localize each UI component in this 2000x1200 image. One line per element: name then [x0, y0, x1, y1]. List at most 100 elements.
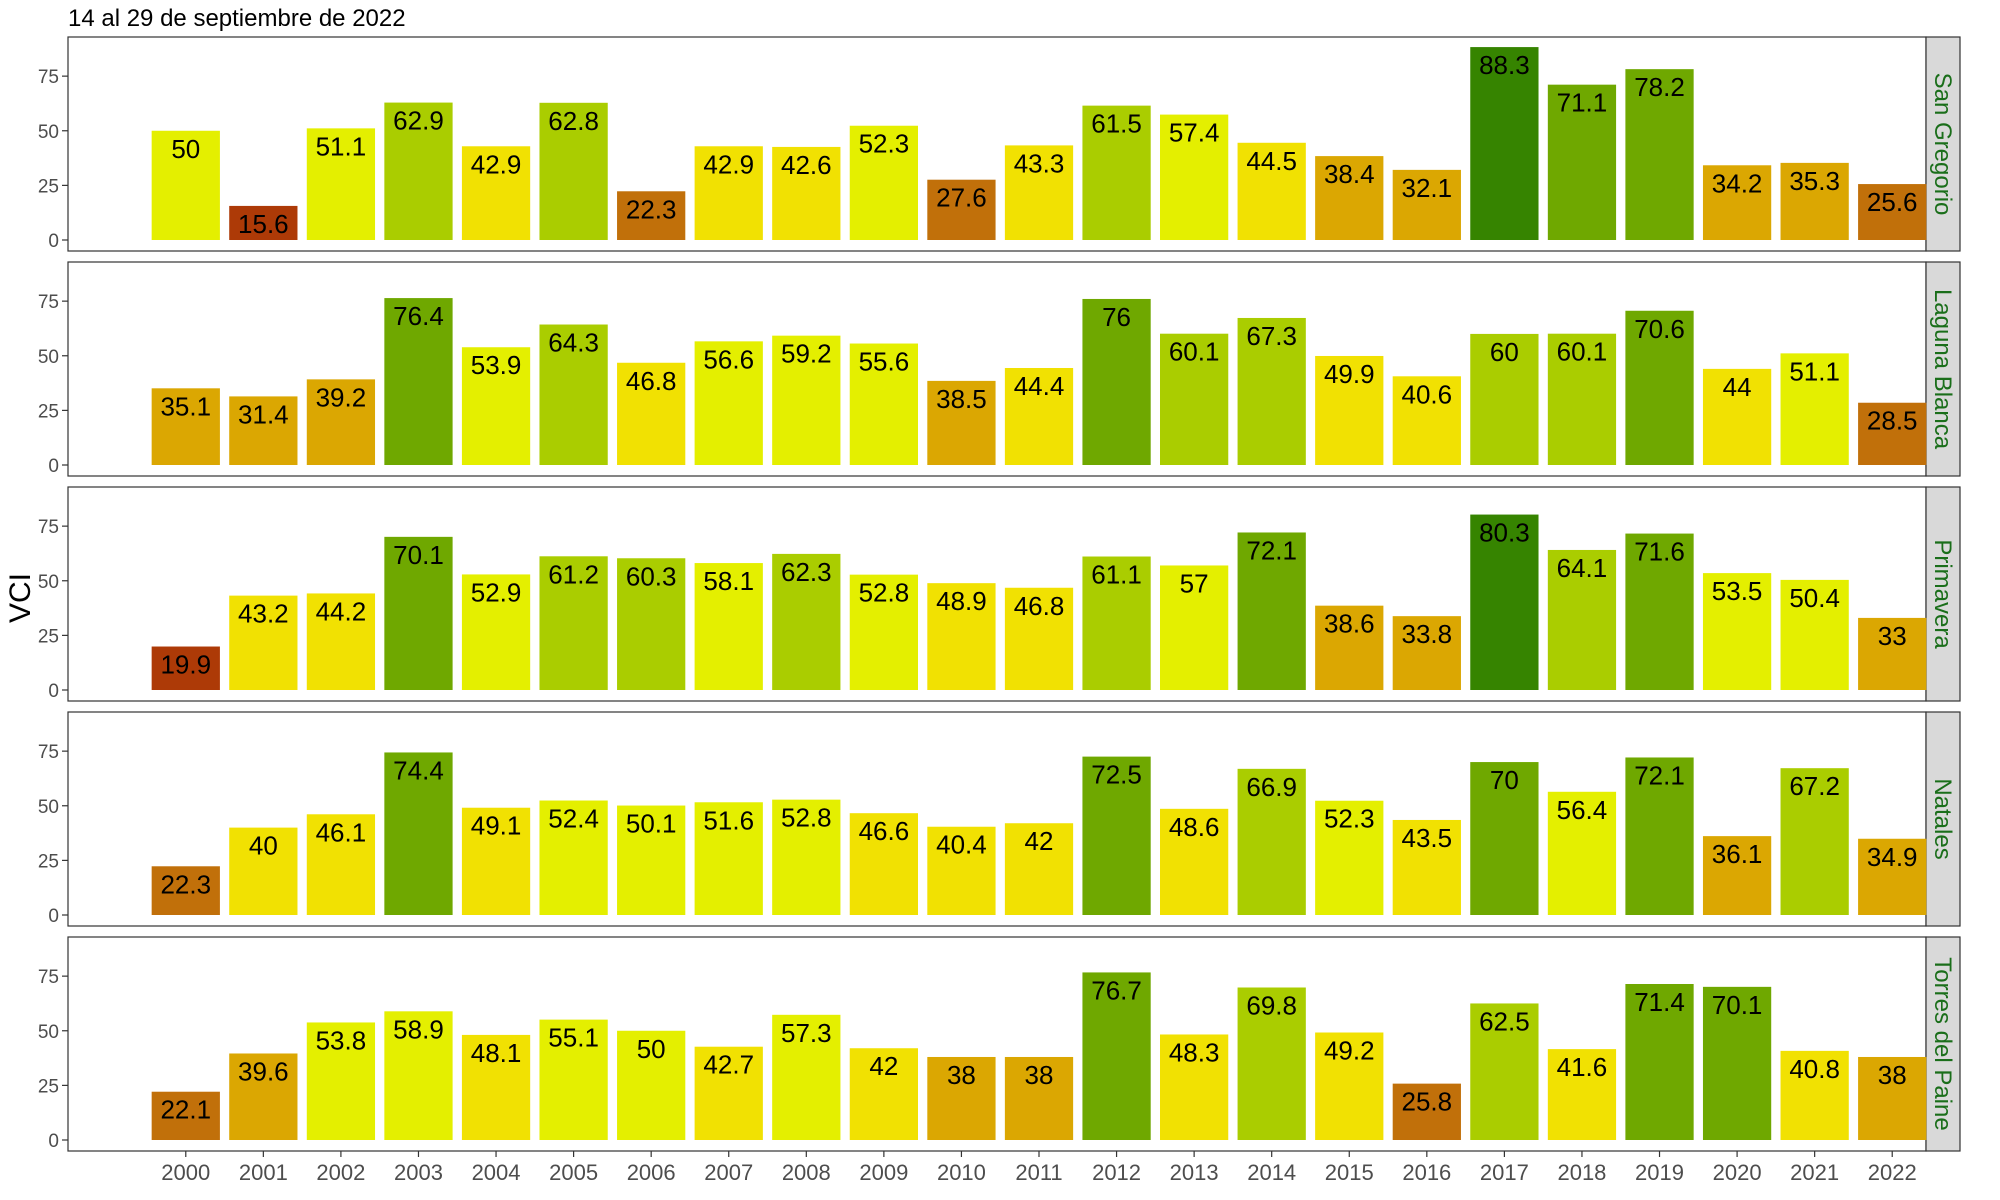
bar-torres-del-paine-2011: [1004, 1056, 1074, 1140]
x-tick-label: 2002: [316, 1160, 365, 1185]
bar-value-label: 50: [171, 134, 200, 164]
bar-torres-del-paine-2016: [1392, 1083, 1461, 1140]
bar-laguna-blanca-2021: [1780, 353, 1849, 465]
x-axis: 2000 2001 2002 2003 2004 2005 2006 2007 2008 2009…: [161, 1151, 1917, 1185]
bar-natales-2003: [384, 752, 453, 915]
panel-border: [67, 261, 1927, 477]
bar-value-label: 40.4: [936, 830, 987, 860]
bar-value-label: 46.8: [1014, 591, 1065, 621]
bar-value-label: 31.4: [238, 399, 289, 429]
bar-value-label: 22.3: [160, 869, 211, 899]
bar-value-label: 57.4: [1169, 118, 1220, 148]
x-tick-label: 2015: [1325, 1160, 1374, 1185]
facet-strip-label: Torres del Paine: [1929, 957, 1956, 1130]
bar-value-label: 62.8: [548, 106, 599, 136]
bar-value-label: 46.6: [859, 816, 910, 846]
bar-value-label: 48.9: [936, 586, 987, 616]
bar-value-label: 51.6: [703, 805, 754, 835]
bar-value-label: 42: [1025, 826, 1054, 856]
bar-value-label: 72.1: [1246, 535, 1297, 565]
bar-value-label: 66.9: [1246, 772, 1297, 802]
y-tick-label: 0: [48, 681, 59, 702]
bar-san-gregorio-2004: [461, 146, 531, 240]
bar-laguna-blanca-2004: [461, 347, 531, 465]
bar-value-label: 35.3: [1789, 166, 1840, 196]
x-tick-label: 2014: [1247, 1160, 1296, 1185]
bar-torres-del-paine-2003: [384, 1011, 453, 1140]
bar-torres-del-paine-2020: [1702, 986, 1772, 1140]
bar-value-label: 56.4: [1557, 795, 1608, 825]
x-tick-label: 2007: [704, 1160, 753, 1185]
bar-laguna-blanca-2019: [1625, 310, 1694, 465]
x-tick-label: 2000: [161, 1160, 210, 1185]
bar-value-label: 38: [947, 1060, 976, 1090]
facet-panel-4: Natales 0 25 50 75 22.3 40 46.1 74.4 49.1 52.4 50.1…: [38, 711, 1961, 927]
bar-primavera-2020: [1702, 573, 1772, 690]
bar-san-gregorio-2022: [1858, 184, 1927, 240]
bar-natales-2010: [927, 826, 996, 915]
panel-border: [67, 36, 1927, 252]
bar-laguna-blanca-2001: [229, 396, 298, 465]
bar-natales-2002: [306, 814, 376, 915]
bar-value-label: 76.7: [1091, 975, 1142, 1005]
bar-laguna-blanca-2017: [1470, 333, 1539, 465]
bar-value-label: 69.8: [1246, 991, 1297, 1021]
bar-san-gregorio-2002: [306, 128, 376, 240]
facet-strip-label: Natales: [1929, 778, 1956, 859]
bar-natales-2013: [1160, 808, 1229, 915]
bar-primavera-2014: [1237, 532, 1306, 690]
bar-laguna-blanca-2008: [772, 335, 841, 465]
bar-laguna-blanca-2015: [1315, 355, 1384, 465]
bar-primavera-2008: [772, 553, 841, 690]
y-tick-label: 25: [38, 401, 59, 422]
x-tick-label: 2017: [1480, 1160, 1529, 1185]
bar-value-label: 58.9: [393, 1014, 444, 1044]
bar-value-label: 52.8: [781, 803, 832, 833]
bar-natales-2022: [1858, 838, 1927, 915]
bar-san-gregorio-2014: [1237, 142, 1306, 240]
bar-value-label: 53.8: [316, 1025, 367, 1055]
bar-primavera-2009: [849, 574, 918, 690]
bar-value-label: 64.3: [548, 328, 599, 358]
bar-laguna-blanca-2020: [1702, 368, 1772, 465]
bar-value-label: 62.3: [781, 557, 832, 587]
bar-value-label: 22.1: [160, 1095, 211, 1125]
y-tick-label: 50: [38, 797, 59, 818]
bar-primavera-2005: [539, 556, 608, 690]
bar-san-gregorio-2016: [1392, 169, 1461, 240]
bar-value-label: 28.5: [1867, 406, 1918, 436]
bar-natales-2019: [1625, 757, 1694, 915]
bar-value-label: 40: [249, 831, 278, 861]
y-tick-label: 50: [38, 572, 59, 593]
bar-value-label: 72.1: [1634, 760, 1685, 790]
facet-strip-label: San Gregorio: [1929, 73, 1956, 216]
bar-value-label: 88.3: [1479, 50, 1530, 80]
bar-value-label: 43.2: [238, 599, 289, 629]
bar-san-gregorio-2011: [1004, 145, 1074, 240]
bar-laguna-blanca-2014: [1237, 317, 1306, 465]
bar-value-label: 38: [1025, 1060, 1054, 1090]
bar-value-label: 49.1: [471, 811, 522, 841]
bar-torres-del-paine-2007: [694, 1046, 763, 1140]
bar-primavera-2001: [229, 595, 298, 690]
bar-torres-del-paine-2001: [229, 1053, 298, 1140]
y-tick-label: 50: [38, 347, 59, 368]
y-axis-label: VCI: [4, 573, 37, 623]
x-tick-label: 2010: [937, 1160, 986, 1185]
y-tick-label: 25: [38, 176, 59, 197]
bar-value-label: 76.4: [393, 301, 444, 331]
bar-value-label: 67.3: [1246, 321, 1297, 351]
bar-san-gregorio-2020: [1702, 165, 1772, 240]
bar-value-label: 27.6: [936, 183, 987, 213]
bar-laguna-blanca-2006: [617, 362, 686, 465]
bar-value-label: 44.2: [316, 596, 367, 626]
bar-value-label: 40.6: [1402, 379, 1453, 409]
bar-value-label: 39.6: [238, 1056, 289, 1086]
x-tick-label: 2008: [782, 1160, 831, 1185]
y-tick-label: 75: [38, 967, 59, 988]
bar-value-label: 53.5: [1712, 576, 1763, 606]
bar-laguna-blanca-2011: [1004, 367, 1074, 465]
bar-laguna-blanca-2003: [384, 298, 453, 465]
facet-panel-5: Torres del Paine 0 25 50 75 22.1 39.6 53.8 58.9 4…: [38, 936, 1961, 1152]
bar-torres-del-paine-2006: [617, 1030, 686, 1140]
